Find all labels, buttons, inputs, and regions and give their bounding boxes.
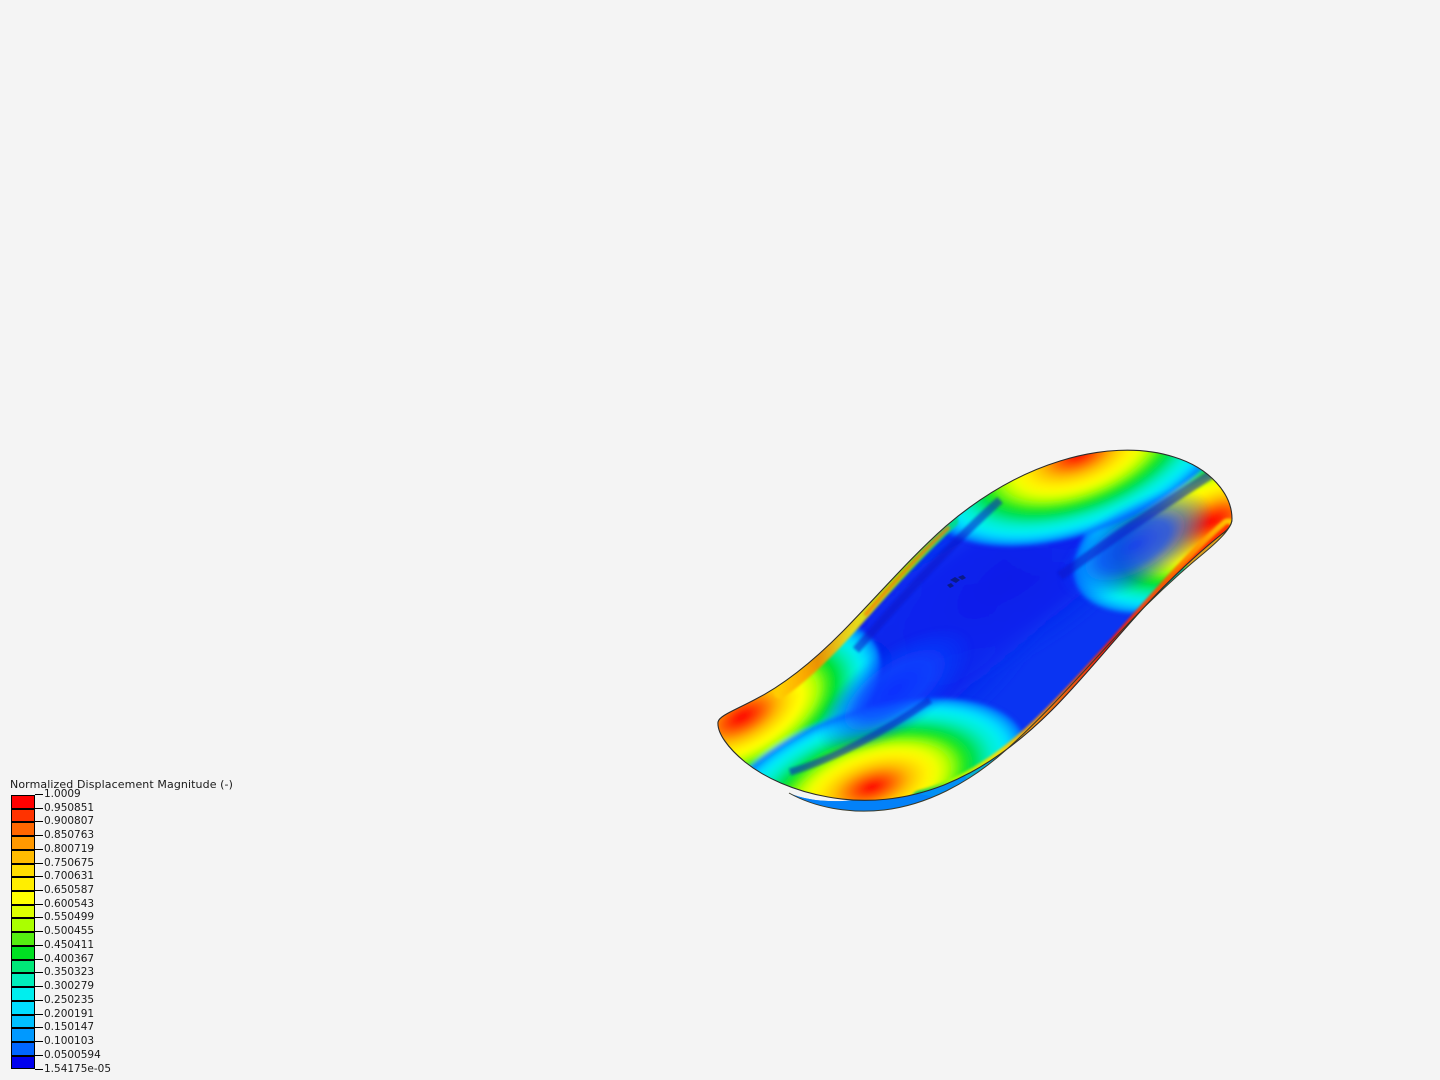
legend-band[interactable]: 0.250235 bbox=[8, 994, 238, 1015]
legend-swatch bbox=[11, 1014, 35, 1029]
legend-tick-mark bbox=[35, 1027, 43, 1029]
legend-tick-label: 0.800719 bbox=[44, 842, 95, 855]
legend-band[interactable]: 0.450411 bbox=[8, 939, 238, 960]
plate-underside-sliver bbox=[789, 518, 1232, 812]
legend-tick-label: 0.700631 bbox=[44, 870, 95, 883]
plate-top-surface bbox=[717, 450, 1232, 801]
legend-band[interactable]: 0.650587 bbox=[8, 884, 238, 905]
legend-band[interactable]: 1.0009 bbox=[8, 788, 238, 809]
legend-tick-mark bbox=[35, 999, 43, 1001]
legend-title: Normalized Displacement Magnitude (-) bbox=[10, 778, 234, 791]
legend-tick-label: 0.850763 bbox=[44, 829, 95, 842]
legend-tick-label: 0.500455 bbox=[44, 925, 95, 938]
legend-tick-label: 0.400367 bbox=[44, 952, 95, 965]
legend-band[interactable]: 0.0500594 1.54175e-05 bbox=[8, 1049, 238, 1075]
legend-swatch bbox=[11, 795, 35, 809]
legend-tick-label: 0.150147 bbox=[44, 1021, 95, 1034]
legend-tick-mark bbox=[35, 958, 43, 960]
plate-underside-outline bbox=[788, 518, 1233, 812]
legend-swatch bbox=[11, 904, 35, 919]
legend-swatch bbox=[11, 891, 35, 905]
upper-left-edge-ridge bbox=[773, 514, 959, 699]
color-legend[interactable]: Normalized Displacement Magnitude (-) 1.… bbox=[8, 778, 238, 1075]
legend-swatch bbox=[11, 863, 35, 878]
legend-band[interactable]: 0.200191 bbox=[8, 1008, 238, 1029]
legend-swatch bbox=[11, 1041, 35, 1056]
legend-tick-label: 0.650587 bbox=[44, 884, 95, 897]
legend-tick-mark bbox=[35, 794, 43, 795]
legend-tick-label: 0.900807 bbox=[44, 815, 95, 828]
legend-tick-label: 0.350323 bbox=[44, 966, 95, 979]
legend-swatch bbox=[11, 1028, 35, 1042]
legend-band[interactable]: 0.750675 bbox=[8, 857, 238, 878]
legend-tick-mark bbox=[35, 848, 43, 850]
legend-band[interactable]: 0.150147 bbox=[8, 1021, 238, 1042]
legend-band[interactable]: 0.850763 bbox=[8, 829, 238, 850]
legend-tick-mark bbox=[35, 931, 43, 933]
legend-tick-label: 0.450411 bbox=[44, 938, 95, 951]
legend-band[interactable]: 0.500455 bbox=[8, 925, 238, 946]
legend-tick-mark bbox=[35, 876, 43, 878]
legend-tick-label: 0.950851 bbox=[44, 801, 95, 814]
legend-band[interactable]: 0.550499 bbox=[8, 911, 238, 933]
legend-tick-mark bbox=[35, 1040, 43, 1042]
legend-swatch bbox=[11, 808, 35, 823]
legend-band[interactable]: 0.350323 bbox=[8, 966, 238, 988]
legend-band[interactable]: 0.400367 bbox=[8, 953, 238, 974]
legend-tick-label: 0.0500594 bbox=[44, 1048, 101, 1061]
legend-swatch bbox=[11, 973, 35, 988]
legend-tick-mark bbox=[35, 862, 43, 864]
legend-tick-label: 0.600543 bbox=[44, 897, 95, 910]
legend-tick-mark bbox=[35, 1069, 43, 1071]
legend-band[interactable]: 0.800719 bbox=[8, 843, 238, 864]
legend-tick-mark bbox=[35, 917, 43, 919]
legend-tick-mark bbox=[35, 807, 43, 809]
legend-tick-label: 0.200191 bbox=[44, 1007, 95, 1020]
legend-tick-label: 0.100103 bbox=[44, 1034, 95, 1047]
legend-tick-mark bbox=[35, 890, 43, 892]
legend-swatch bbox=[11, 1055, 35, 1070]
legend-band[interactable]: 0.700631 bbox=[8, 870, 238, 892]
legend-tick-mark bbox=[35, 903, 43, 905]
legend-swatch bbox=[11, 849, 35, 864]
legend-tick-label: 0.300279 bbox=[44, 980, 95, 993]
legend-tick-label: 1.0009 bbox=[44, 788, 81, 800]
legend-tick-mark bbox=[35, 1054, 43, 1056]
legend-tick-mark bbox=[35, 986, 43, 988]
surface-crease-lines bbox=[788, 466, 1221, 776]
center-node-marker bbox=[947, 575, 966, 588]
legend-tick-mark bbox=[35, 821, 43, 823]
legend-band[interactable]: 0.600543 bbox=[8, 898, 238, 919]
legend-swatch bbox=[11, 932, 35, 946]
legend-swatch bbox=[11, 822, 35, 837]
legend-tick-label: 0.550499 bbox=[44, 911, 95, 924]
legend-tick-label: 0.250235 bbox=[44, 993, 95, 1006]
legend-swatch bbox=[11, 959, 35, 974]
legend-swatch bbox=[11, 836, 35, 850]
legend-tick-mark bbox=[35, 835, 43, 837]
legend-scale[interactable]: 1.0009 0.950851 0.900807 0.850763 0.800719 0.… bbox=[8, 788, 238, 1075]
legend-tick-label: 0.750675 bbox=[44, 856, 95, 869]
legend-swatch bbox=[11, 987, 35, 1001]
legend-swatch bbox=[11, 877, 35, 892]
legend-swatch bbox=[11, 945, 35, 960]
legend-tick-label-min: 1.54175e-05 bbox=[44, 1063, 112, 1076]
legend-band[interactable]: 0.300279 bbox=[8, 980, 238, 1001]
plate-outline bbox=[717, 449, 1233, 801]
legend-band[interactable]: 0.950851 bbox=[8, 802, 238, 823]
legend-swatch bbox=[11, 918, 35, 933]
legend-tick-mark bbox=[35, 972, 43, 974]
legend-band[interactable]: 0.900807 bbox=[8, 815, 238, 837]
legend-tick-mark bbox=[35, 944, 43, 946]
legend-band[interactable]: 0.100103 bbox=[8, 1035, 238, 1056]
lower-right-edge-ridge bbox=[911, 518, 1232, 801]
legend-swatch bbox=[11, 1000, 35, 1015]
legend-tick-mark bbox=[35, 1013, 43, 1015]
